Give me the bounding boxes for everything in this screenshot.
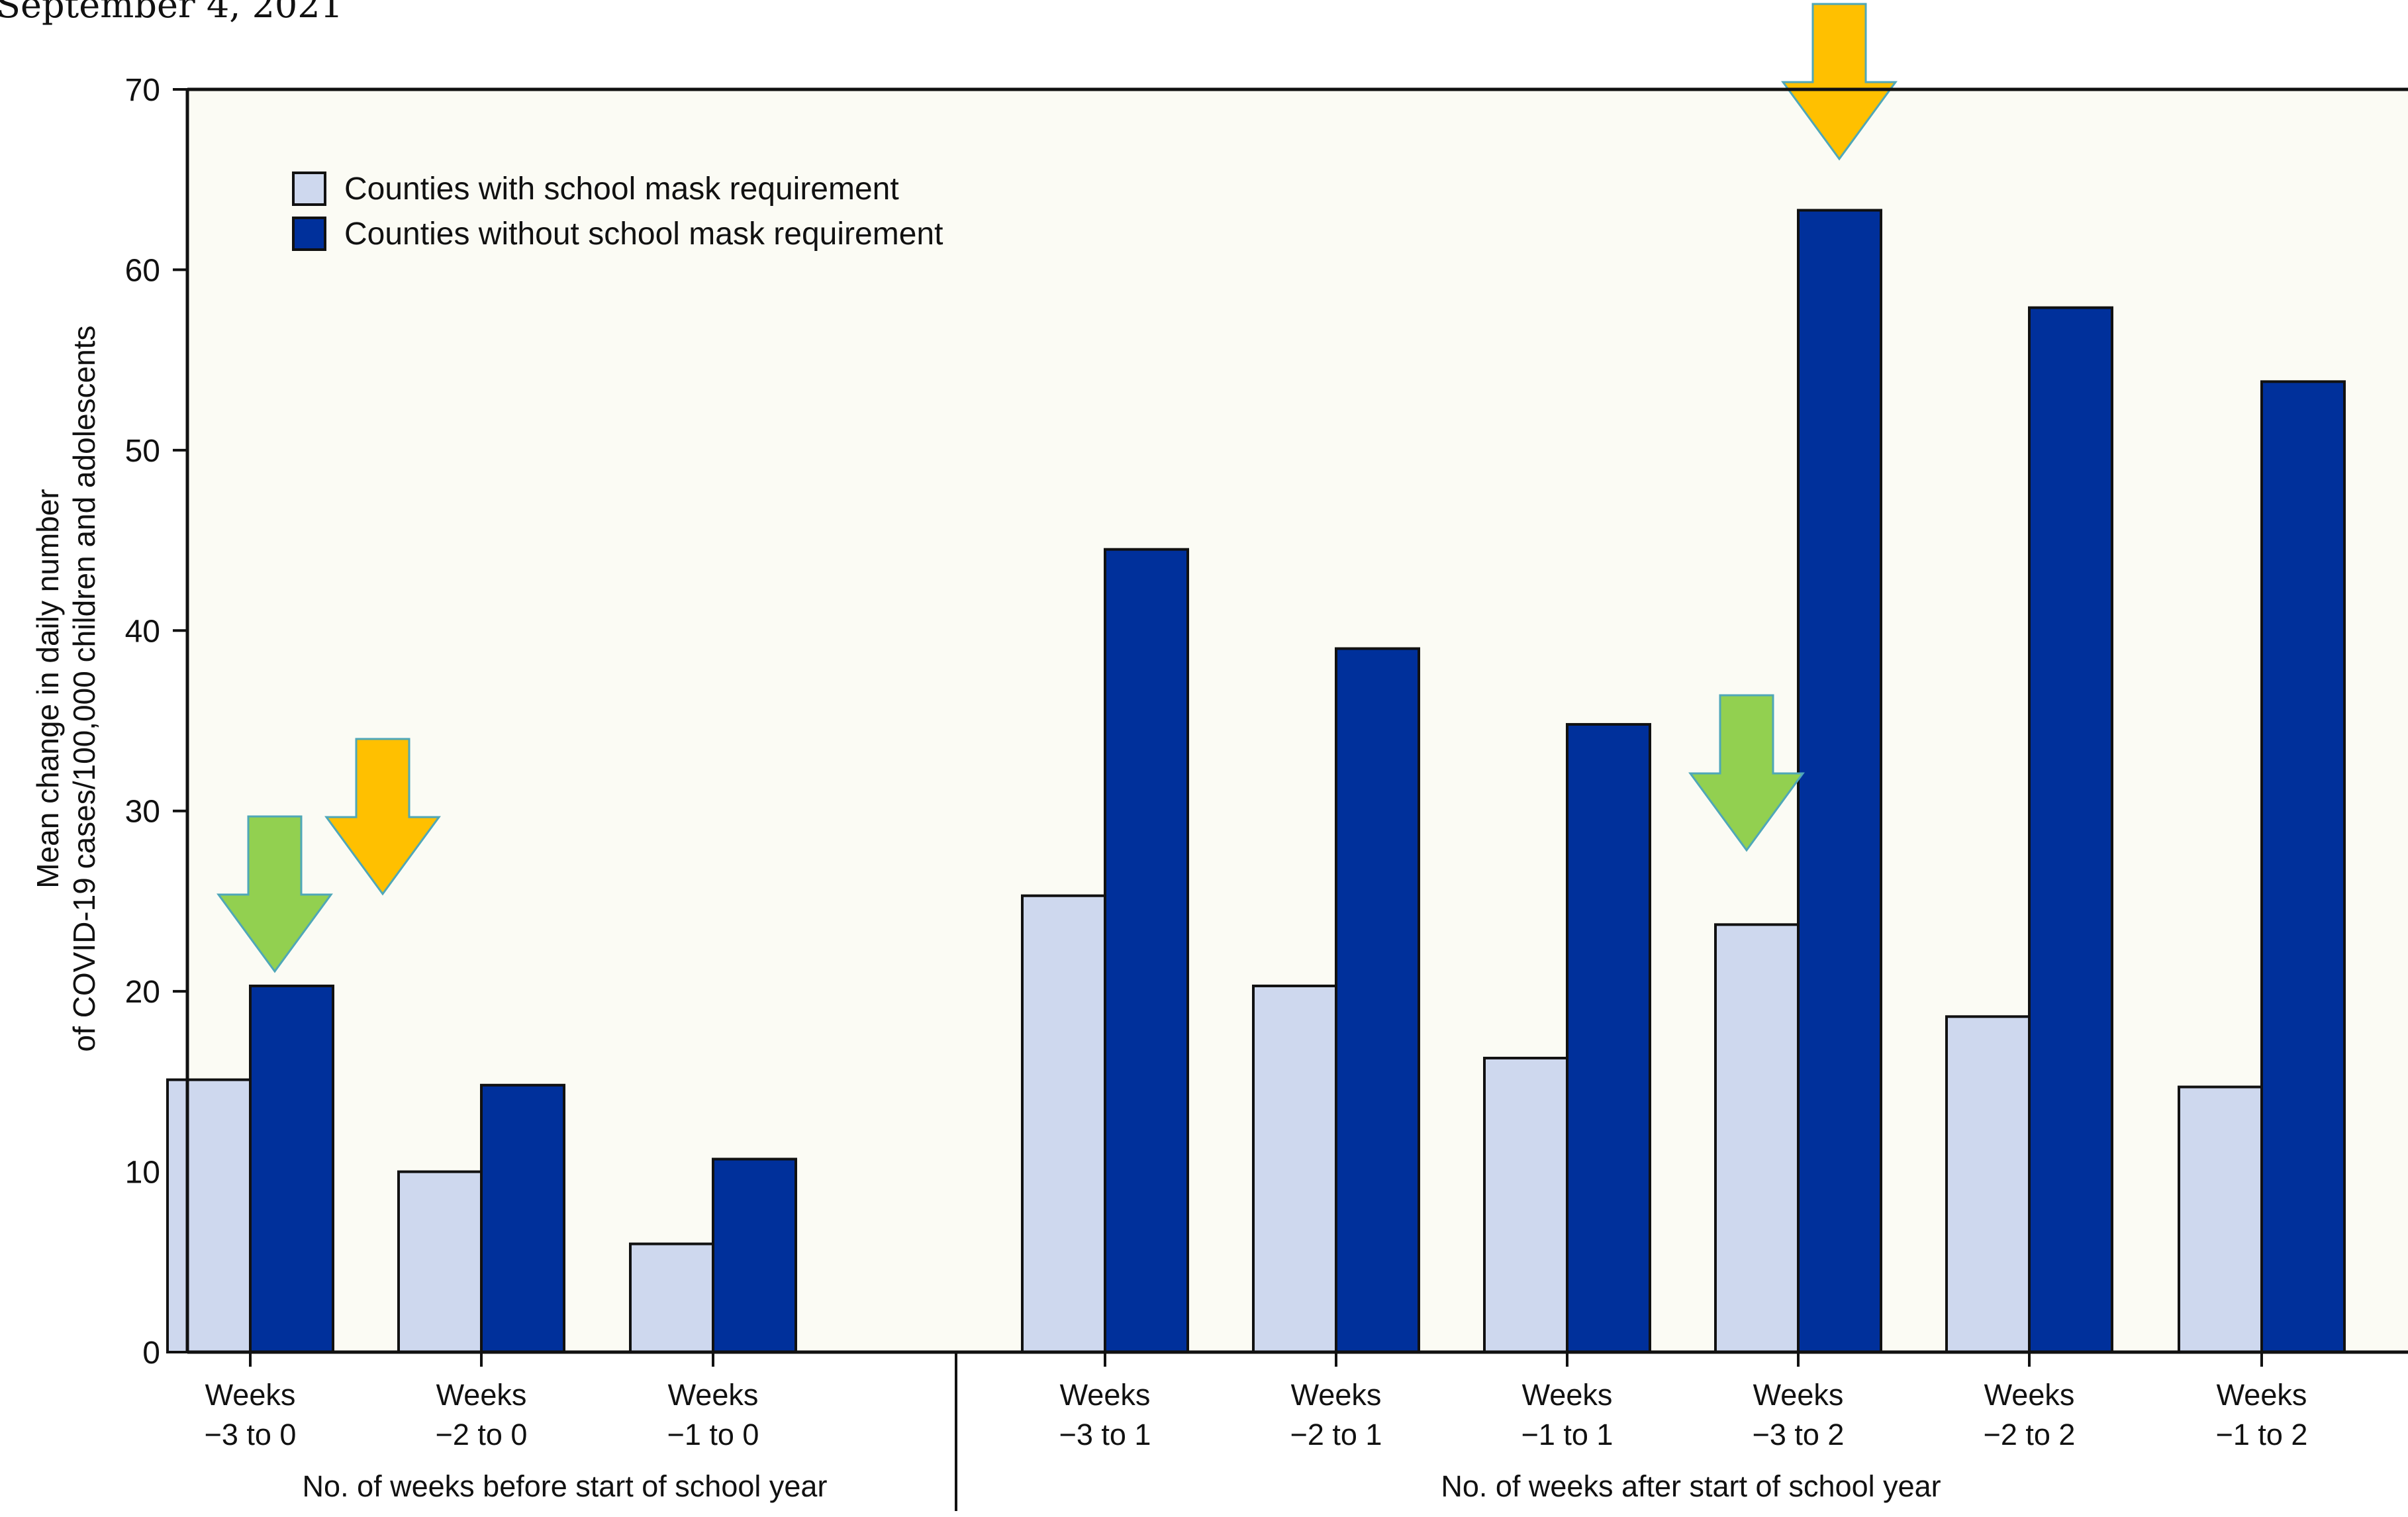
yellow-arrow-icon	[1781, 3, 1898, 161]
bar-without-mask	[480, 1083, 565, 1353]
y-tick-label: 10	[125, 1155, 160, 1191]
y-tick-label: 70	[125, 73, 160, 108]
bar-with-mask	[166, 1078, 252, 1353]
y-tick-label: 60	[125, 253, 160, 288]
x-axis-category-labels: Weeks −3 to 0 Weeks −2 to 0 Weeks −1 to 0 Week…	[205, 1378, 2308, 1451]
y-axis-label: Mean change in daily number of COVID-19 c…	[30, 326, 101, 1052]
bar-without-mask	[1335, 647, 1420, 1353]
y-axis-label-line: of COVID-19 cases/100,000 children and a…	[67, 326, 101, 1052]
axes	[185, 87, 2408, 1511]
bars	[166, 209, 2346, 1354]
y-tick-label: 30	[125, 795, 160, 830]
x-category-label: Weeks	[1522, 1378, 1613, 1412]
header-date-text: September 4, 2021	[0, 0, 343, 26]
legend: Counties with school mask requirement Cou…	[292, 171, 943, 252]
x-category-label: −3 to 0	[205, 1418, 297, 1451]
bar-without-mask	[249, 984, 334, 1353]
bar-with-mask	[1483, 1056, 1568, 1353]
bar-without-mask	[1566, 722, 1651, 1354]
y-tick-label: 0	[142, 1336, 160, 1371]
bar-without-mask	[712, 1157, 797, 1354]
bar-with-mask	[1945, 1015, 2031, 1353]
legend-swatch	[292, 217, 326, 251]
y-tick-label: 20	[125, 975, 160, 1010]
x-category-label: Weeks	[1060, 1378, 1151, 1412]
bar-without-mask	[1104, 548, 1189, 1353]
x-category-label: −2 to 0	[436, 1418, 528, 1451]
x-category-label: −1 to 1	[1521, 1418, 1613, 1451]
bar-with-mask	[1714, 923, 1800, 1353]
bar-with-mask	[397, 1170, 483, 1353]
x-axis-group-labels: No. of weeks before start of school year…	[303, 1469, 1941, 1503]
legend-label: Counties with school mask requirement	[344, 171, 899, 207]
legend-swatch	[292, 171, 326, 206]
x-category-label: Weeks	[668, 1378, 759, 1412]
x-category-label: −3 to 2	[1753, 1418, 1845, 1451]
x-category-label: −3 to 1	[1059, 1418, 1151, 1451]
x-category-label: Weeks	[436, 1378, 527, 1412]
x-group-label: No. of weeks before start of school year	[303, 1469, 828, 1503]
bar-without-mask	[2028, 306, 2113, 1354]
green-arrow-icon	[1688, 694, 1805, 852]
bar-with-mask	[1021, 894, 1106, 1353]
legend-label: Counties without school mask requirement	[344, 217, 943, 252]
x-category-label: Weeks	[1984, 1378, 2075, 1412]
x-category-label: Weeks	[1291, 1378, 1382, 1412]
green-arrow-icon	[217, 815, 333, 973]
x-category-label: −1 to 2	[2216, 1418, 2308, 1451]
bar-with-mask	[2178, 1085, 2263, 1354]
x-category-label: Weeks	[1753, 1378, 1844, 1412]
bar-with-mask	[629, 1242, 714, 1353]
annotation-arrows	[217, 3, 1898, 973]
x-category-label: −2 to 1	[1290, 1418, 1382, 1451]
x-group-label: No. of weeks after start of school year	[1441, 1469, 1941, 1503]
x-category-label: Weeks	[2217, 1378, 2307, 1412]
y-tick-label: 50	[125, 434, 160, 469]
bar-with-mask	[1252, 984, 1337, 1353]
y-axis-ticks: 0 10 20 30 40 50 60 70	[125, 73, 187, 1371]
y-tick-label: 40	[125, 614, 160, 649]
x-category-label: Weeks	[205, 1378, 296, 1412]
x-category-label: −2 to 2	[1984, 1418, 2076, 1451]
yellow-arrow-icon	[324, 738, 441, 896]
bar-without-mask	[1797, 209, 1882, 1354]
bar-without-mask	[2260, 380, 2346, 1354]
x-category-label: −1 to 0	[667, 1418, 759, 1451]
y-axis-label-line: Mean change in daily number	[30, 489, 65, 888]
